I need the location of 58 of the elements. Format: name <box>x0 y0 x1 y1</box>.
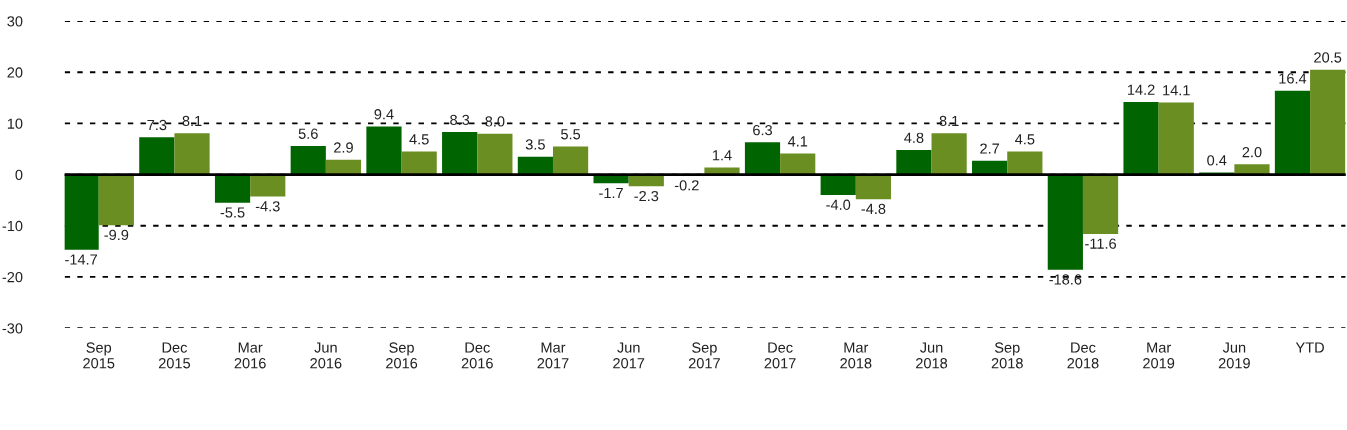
data-label: 0.4 <box>1207 155 1227 166</box>
data-label: 5.6 <box>298 128 318 139</box>
data-label: -4.8 <box>861 203 886 215</box>
data-label: 20.5 <box>1314 52 1342 63</box>
data-label: 14.2 <box>1127 84 1155 95</box>
data-label: 8.1 <box>182 115 202 127</box>
x-tick-label: Mar 2017 <box>537 342 569 369</box>
data-label: 14.1 <box>1163 85 1190 96</box>
x-tick-label: Mar 2019 <box>1143 342 1175 369</box>
data-label: 5.5 <box>561 129 581 140</box>
x-tick-label: Jun 2019 <box>1218 342 1250 369</box>
y-tick-label: -20 <box>2 272 23 283</box>
data-label: 2.9 <box>334 142 353 153</box>
x-tick-label: Dec 2016 <box>461 342 493 369</box>
data-label: -0.2 <box>674 180 699 191</box>
data-label: 16.4 <box>1279 73 1307 84</box>
x-tick-label: Sep 2018 <box>991 342 1023 369</box>
data-label: 8.1 <box>939 115 959 127</box>
data-label: 2.0 <box>1242 146 1262 158</box>
x-tick-label: Sep 2015 <box>83 342 115 369</box>
data-label: -1.7 <box>599 187 623 199</box>
x-tick-label: Dec 2015 <box>158 342 191 369</box>
x-tick-label: Jun 2016 <box>310 342 342 369</box>
data-label: 4.5 <box>409 134 429 145</box>
y-tick-label: -30 <box>2 323 23 334</box>
data-label: 4.8 <box>904 132 924 143</box>
y-tick-label: 20 <box>7 67 23 78</box>
x-tick-label: Sep 2017 <box>688 342 720 369</box>
data-label: -4.3 <box>255 201 280 212</box>
data-label: 8.3 <box>450 114 470 126</box>
x-tick-label: Mar 2016 <box>234 342 266 369</box>
data-label: -11.6 <box>1085 238 1116 249</box>
x-tick-label: Jun 2017 <box>613 342 645 369</box>
data-label: 1.4 <box>712 150 732 161</box>
data-label: 4.5 <box>1015 134 1035 145</box>
data-label: 2.7 <box>980 143 1000 154</box>
y-tick-label: -10 <box>2 220 23 232</box>
data-label: 7.3 <box>147 119 167 131</box>
x-tick-label: Sep 2016 <box>386 342 418 369</box>
x-tick-label: Jun 2018 <box>916 342 948 369</box>
data-label: -5.5 <box>220 207 245 218</box>
data-label: 8.0 <box>485 116 505 127</box>
data-label: 4.1 <box>787 136 808 147</box>
data-label: 9.4 <box>374 109 394 120</box>
data-label: -18.6 <box>1049 274 1082 285</box>
x-tick-label: Dec 2017 <box>764 342 796 369</box>
y-tick-label: 30 <box>7 16 23 27</box>
data-label: -14.7 <box>65 254 98 265</box>
x-tick-label: Dec 2018 <box>1067 342 1099 369</box>
x-tick-label: YTD <box>1295 342 1324 353</box>
x-tick-label: Mar 2018 <box>840 342 872 369</box>
y-tick-label: 0 <box>15 169 23 181</box>
data-label: -9.9 <box>104 229 129 241</box>
data-label: 6.3 <box>753 124 772 136</box>
y-tick-label: 10 <box>7 118 23 129</box>
data-label: -2.3 <box>634 190 659 202</box>
data-label: -4.0 <box>826 199 851 210</box>
data-label: 3.5 <box>525 139 545 150</box>
